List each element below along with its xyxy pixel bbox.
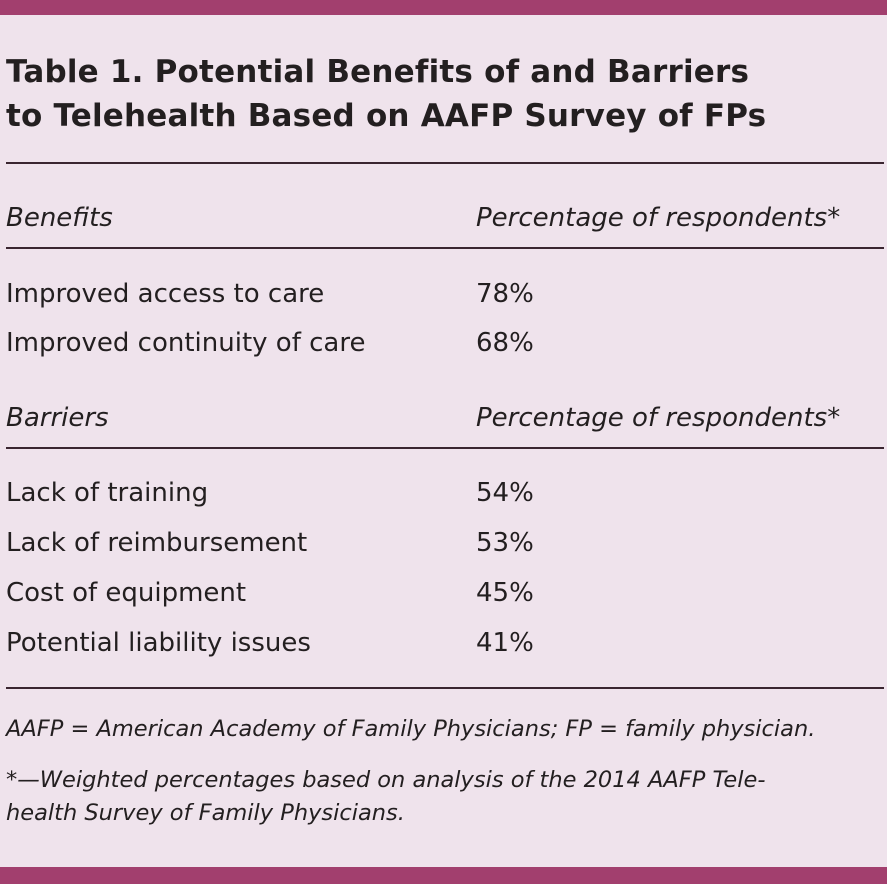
benefits-header-row: Benefits Percentage of respondents* xyxy=(6,200,884,236)
percentage-header: Percentage of respondents* xyxy=(476,203,841,233)
table-row: Improved access to care 78% xyxy=(6,276,884,312)
row-label: Potential liability issues xyxy=(6,628,311,658)
divider xyxy=(6,162,884,164)
top-border-bar xyxy=(0,0,887,15)
footnote-line-1: *—Weighted percentages based on analysis… xyxy=(6,767,766,793)
table-row: Lack of training 54% xyxy=(6,475,884,511)
divider xyxy=(6,247,884,249)
row-value: 68% xyxy=(476,328,534,358)
abbreviation-footnote: AAFP = American Academy of Family Physic… xyxy=(6,716,816,742)
table-title: Table 1. Potential Benefits of and Barri… xyxy=(6,50,766,138)
row-label: Improved continuity of care xyxy=(6,328,366,358)
row-label: Cost of equipment xyxy=(6,578,247,608)
percentage-header: Percentage of respondents* xyxy=(476,403,841,433)
row-label: Lack of training xyxy=(6,478,209,508)
row-value: 41% xyxy=(476,628,534,658)
row-label: Lack of reimbursement xyxy=(6,528,308,558)
barriers-header-row: Barriers Percentage of respondents* xyxy=(6,400,884,436)
row-value: 54% xyxy=(476,478,534,508)
bottom-border-bar xyxy=(0,867,887,884)
row-value: 78% xyxy=(476,279,534,309)
footnote-line-2: health Survey of Family Physicians. xyxy=(6,800,405,826)
divider xyxy=(6,447,884,449)
barriers-header: Barriers xyxy=(6,403,109,433)
table-row: Improved continuity of care 68% xyxy=(6,325,884,361)
divider xyxy=(6,687,884,689)
table-row: Potential liability issues 41% xyxy=(6,625,884,661)
title-line-2: to Telehealth Based on AAFP Survey of FP… xyxy=(6,98,767,134)
row-label: Improved access to care xyxy=(6,279,325,309)
row-value: 53% xyxy=(476,528,534,558)
title-line-1: Table 1. Potential Benefits of and Barri… xyxy=(6,54,750,90)
weighted-footnote: *—Weighted percentages based on analysis… xyxy=(6,762,884,831)
table-row: Lack of reimbursement 53% xyxy=(6,525,884,561)
table-row: Cost of equipment 45% xyxy=(6,575,884,611)
row-value: 45% xyxy=(476,578,534,608)
benefits-header: Benefits xyxy=(6,203,113,233)
